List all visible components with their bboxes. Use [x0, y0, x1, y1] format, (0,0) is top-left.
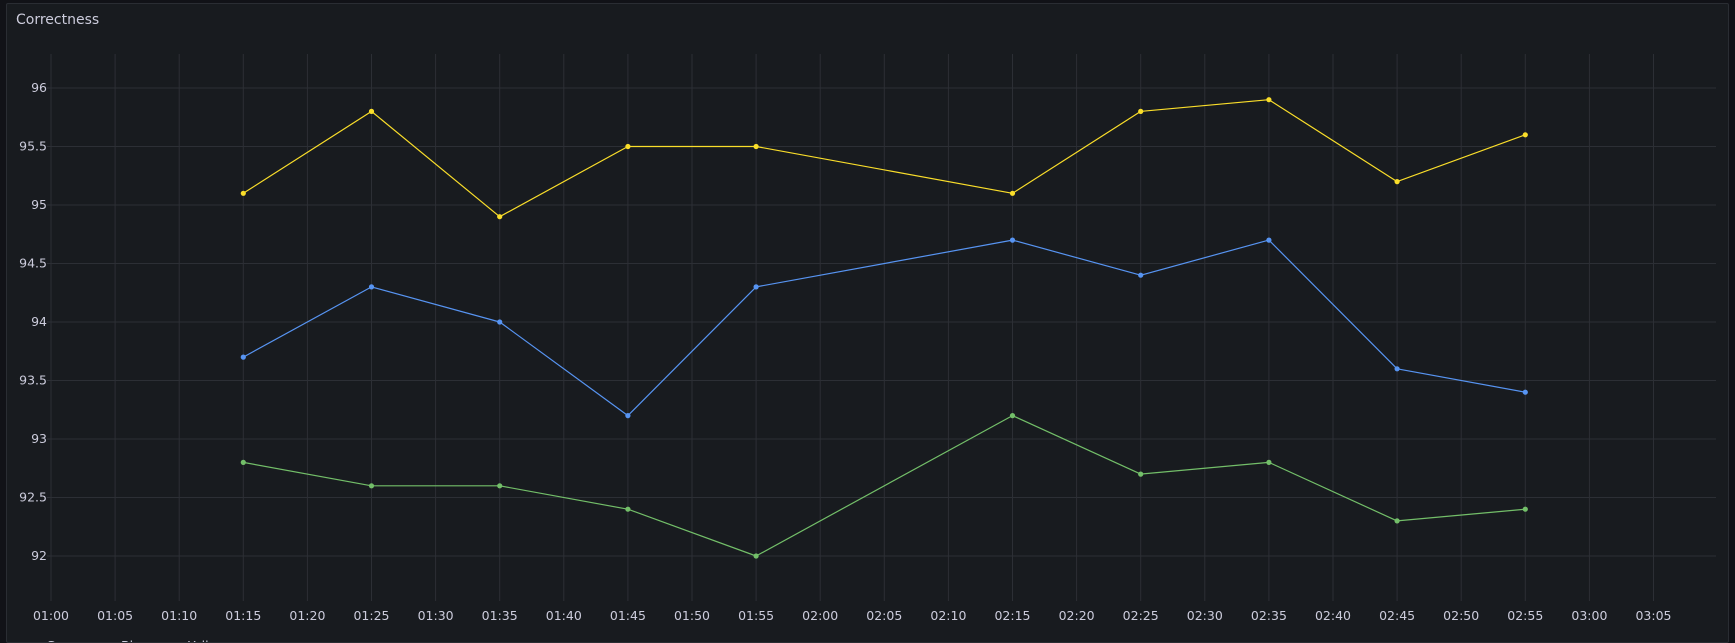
series-line-green — [243, 415, 1526, 557]
data-point[interactable] — [753, 553, 759, 559]
data-point[interactable] — [1394, 366, 1400, 372]
x-tick-label: 01:40 — [546, 608, 582, 623]
y-tick-label: 95.5 — [19, 139, 47, 154]
x-tick-label: 01:20 — [289, 608, 325, 623]
data-point[interactable] — [1009, 413, 1016, 419]
data-point[interactable] — [368, 108, 375, 114]
data-point[interactable] — [625, 506, 631, 512]
x-tick-label: 02:45 — [1379, 608, 1415, 623]
data-point[interactable] — [625, 413, 631, 419]
data-point[interactable] — [240, 354, 246, 360]
y-tick-label: 94 — [31, 314, 47, 329]
data-point[interactable] — [1138, 108, 1144, 114]
x-tick-label: 01:25 — [353, 608, 389, 623]
data-point[interactable] — [497, 319, 503, 325]
x-tick-label: 01:10 — [161, 608, 197, 623]
data-point[interactable] — [497, 214, 503, 220]
data-point[interactable] — [753, 143, 759, 150]
x-tick-label: 02:25 — [1123, 608, 1159, 623]
x-tick-label: 02:35 — [1251, 608, 1287, 623]
data-point[interactable] — [240, 459, 246, 465]
x-tick-label: 01:35 — [482, 608, 518, 623]
x-tick-label: 01:15 — [225, 608, 261, 623]
x-tick-label: 01:50 — [674, 608, 710, 623]
series-line-yellow — [242, 99, 1526, 218]
x-tick-label: 02:40 — [1315, 608, 1351, 623]
chart-panel: Correctness 01:00 01:05 01:10 01:15 01:20 01:… — [6, 3, 1729, 643]
y-tick-label: 95 — [31, 197, 47, 212]
x-tick-label: 02:00 — [802, 608, 838, 623]
data-point[interactable] — [1138, 471, 1144, 477]
x-tick-label: 01:45 — [610, 608, 646, 623]
y-tick-label: 92.5 — [19, 490, 47, 505]
x-tick-label: 03:05 — [1635, 608, 1671, 623]
data-point[interactable] — [240, 190, 246, 196]
data-point[interactable] — [1009, 237, 1016, 243]
y-tick-label: 94.5 — [19, 256, 47, 271]
x-tick-label: 02:50 — [1443, 608, 1479, 623]
x-tick-label: 02:30 — [1187, 608, 1223, 623]
series-line-blue — [243, 239, 1526, 417]
data-point[interactable] — [625, 143, 631, 150]
data-point[interactable] — [1266, 97, 1272, 103]
data-point[interactable] — [1266, 459, 1272, 465]
x-tick-label: 01:00 — [33, 608, 69, 623]
legend-label[interactable]: Yellow — [187, 638, 226, 643]
line-chart: 01:00 01:05 01:10 01:15 01:20 01:25 01:30 01:35… — [19, 54, 1716, 643]
data-point[interactable] — [753, 284, 759, 290]
legend-label[interactable]: Green — [46, 638, 84, 643]
x-tick-label: 02:20 — [1059, 608, 1095, 623]
data-point[interactable] — [497, 483, 503, 489]
data-point[interactable] — [368, 284, 375, 290]
data-point[interactable] — [1009, 190, 1016, 196]
y-tick-label: 96 — [31, 80, 47, 95]
y-tick-label: 93.5 — [19, 373, 47, 388]
y-tick-label: 92 — [31, 548, 47, 563]
data-point[interactable] — [1138, 272, 1144, 278]
data-point[interactable] — [1522, 389, 1528, 395]
data-point[interactable] — [1394, 518, 1400, 524]
data-point[interactable] — [1266, 237, 1272, 243]
y-tick-label: 93 — [31, 431, 47, 446]
x-tick-label: 02:10 — [930, 608, 966, 623]
data-point[interactable] — [1394, 179, 1400, 185]
panel-title[interactable]: Correctness — [16, 12, 100, 28]
x-tick-label: 02:55 — [1507, 608, 1543, 623]
x-tick-label: 01:55 — [738, 608, 774, 623]
x-tick-label: 02:15 — [994, 608, 1030, 623]
data-point[interactable] — [1522, 506, 1528, 512]
legend-label[interactable]: Blue — [121, 638, 149, 643]
x-tick-label: 01:30 — [418, 608, 454, 623]
data-point[interactable] — [368, 483, 375, 489]
data-point[interactable] — [1522, 132, 1528, 138]
x-tick-label: 02:05 — [866, 608, 902, 623]
x-tick-label: 01:05 — [97, 608, 133, 623]
x-tick-label: 03:00 — [1571, 608, 1607, 623]
